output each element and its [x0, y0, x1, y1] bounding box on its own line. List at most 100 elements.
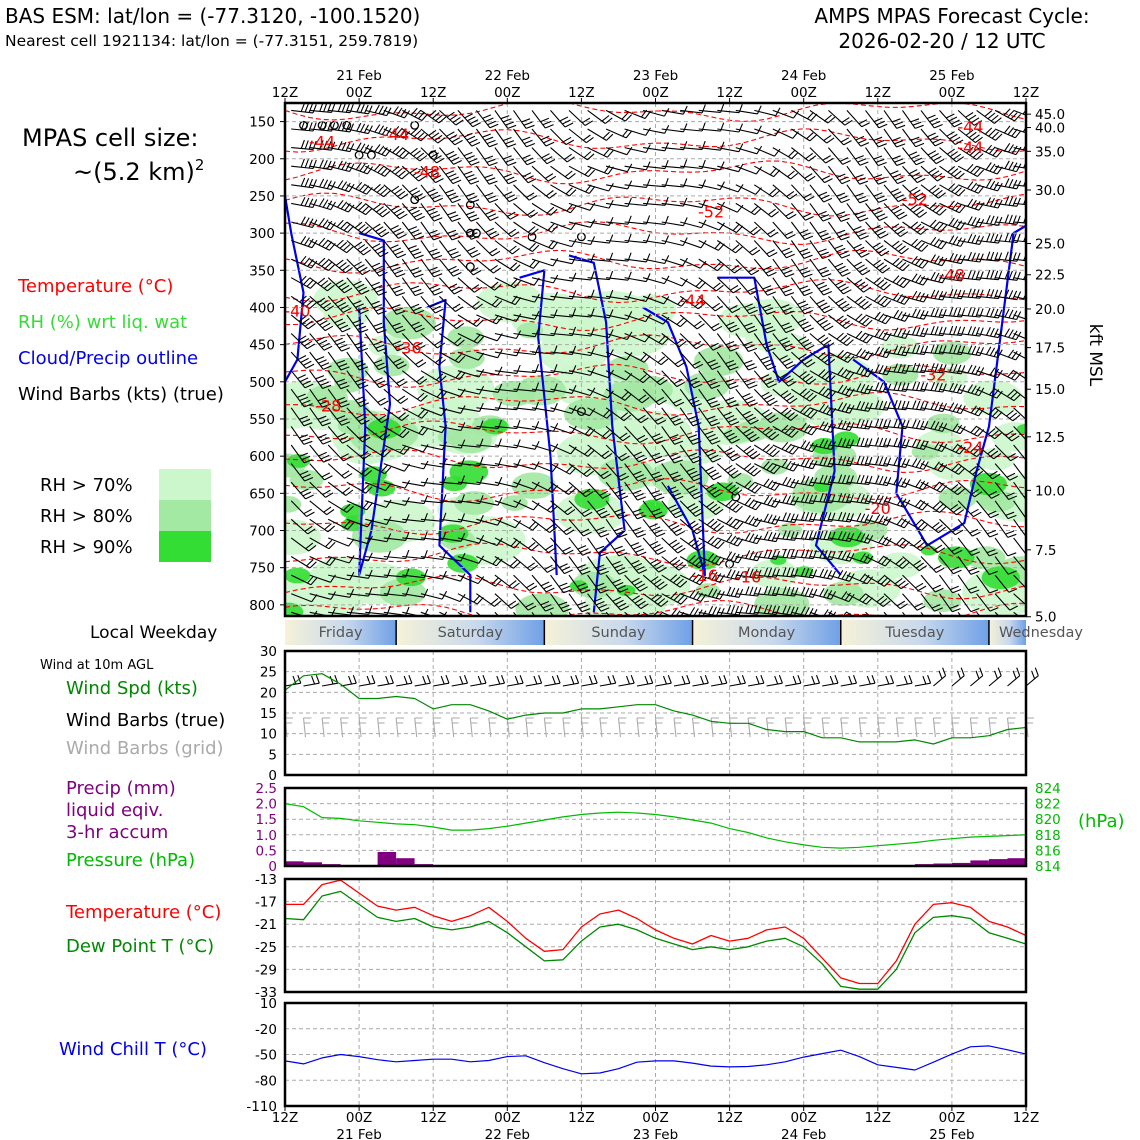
upper-wind-barb — [309, 277, 335, 292]
rh-shade-1 — [757, 412, 809, 443]
temperature-contour-labels: -44 -44 -44-44-48-52-52-48-44-40-36-32-28-… — [284, 118, 983, 587]
swatch-rh90 — [159, 531, 211, 562]
upper-wind-barb — [809, 369, 836, 383]
upper-wind-barb — [383, 333, 406, 352]
upper-wind-barb — [920, 165, 946, 182]
upper-wind-barb — [939, 518, 964, 536]
upper-wind-barb — [902, 381, 929, 392]
upper-wind-barb — [365, 104, 392, 117]
upper-wind-barb — [494, 556, 521, 569]
upper-wind-barb — [791, 586, 818, 598]
upper-wind-barb — [605, 500, 628, 520]
true-wind-barb — [433, 675, 450, 687]
upper-wind-barb — [865, 593, 891, 608]
upper-wind-barb — [327, 199, 355, 213]
upper-wind-barb — [643, 235, 670, 245]
upper-wind-barb — [642, 537, 666, 555]
upper-wind-barb — [828, 493, 854, 504]
upper-wind-barb — [902, 556, 928, 572]
upper-wind-barb — [606, 291, 632, 301]
upper-wind-barb — [939, 481, 965, 496]
upper-wind-barb — [716, 295, 741, 314]
upper-wind-barb — [753, 370, 777, 388]
upper-wind-barb — [846, 573, 874, 585]
upper-wind-barb — [883, 165, 906, 185]
upper-wind-barb — [1013, 407, 1026, 421]
upper-wind-barb — [550, 110, 574, 128]
upper-wind-barb — [457, 240, 481, 258]
upper-wind-barb — [290, 314, 316, 330]
upper-wind-barb — [494, 479, 522, 488]
top-hour-label: 00Z — [642, 85, 668, 101]
upper-wind-barb — [846, 295, 872, 310]
true-wind-barb — [414, 675, 431, 687]
upper-wind-barb — [939, 463, 966, 475]
isotherm-line — [285, 128, 1026, 153]
upper-wind-barb — [735, 514, 763, 528]
upper-wind-barb — [383, 295, 406, 315]
upper-wind-barb — [401, 240, 424, 259]
weekday-strip: Friday Saturday Sunday Monday Tuesday Wednesd… — [285, 620, 1083, 645]
upper-wind-barb — [1013, 214, 1026, 224]
upper-wind-barb — [939, 574, 962, 594]
upper-wind-barb — [420, 203, 443, 222]
pressure-unit-label: (hPa) — [1078, 811, 1125, 832]
upper-wind-barb — [976, 215, 1003, 226]
upper-wind-barb — [401, 277, 424, 297]
upper-wind-barb — [346, 277, 370, 295]
upper-wind-barb — [550, 574, 573, 594]
cell-size-line1: MPAS cell size: — [22, 124, 198, 152]
cloud-outline — [285, 195, 305, 383]
rh-shade-1 — [448, 347, 485, 369]
temperature-panel-frame — [283, 877, 1028, 994]
upper-wind-barb — [291, 158, 317, 170]
upper-wind-barb — [809, 333, 835, 349]
upper-wind-barb — [475, 221, 500, 239]
upper-wind-barb — [735, 426, 760, 443]
upper-wind-barb — [809, 109, 836, 124]
upper-wind-barb — [605, 128, 633, 139]
upper-wind-barb — [1013, 109, 1026, 116]
upper-wind-barb — [958, 288, 984, 299]
upper-wind-barb — [568, 347, 596, 357]
upper-wind-barb — [994, 308, 1022, 321]
upper-wind-barb — [735, 532, 762, 545]
upper-wind-barb — [939, 593, 961, 613]
panel-y-label: 10 — [260, 996, 277, 1012]
upper-wind-barb — [994, 407, 1021, 422]
upper-wind-barb — [772, 277, 795, 297]
upper-wind-barb — [364, 258, 388, 277]
upper-wind-barb — [438, 221, 461, 241]
upper-wind-barb — [846, 313, 873, 327]
upper-wind-barb — [383, 184, 409, 200]
upper-wind-barb — [587, 556, 609, 576]
upper-wind-barb — [1013, 426, 1026, 441]
upper-wind-barb — [568, 109, 594, 126]
upper-wind-barb — [402, 460, 429, 470]
upper-wind-barb — [587, 574, 609, 594]
grid-wind-barb — [821, 717, 831, 738]
panel-y-label: 30 — [260, 644, 277, 660]
upper-wind-barb — [327, 219, 355, 233]
true-wind-barb — [396, 675, 413, 687]
upper-wind-barb — [791, 511, 817, 523]
upper-wind-barb — [698, 258, 725, 272]
upper-wind-barb — [439, 388, 466, 397]
upper-wind-barb — [327, 388, 350, 408]
upper-wind-barb — [920, 344, 947, 355]
temperature-label: -44 — [957, 138, 983, 157]
upper-wind-barb — [624, 574, 648, 592]
upper-wind-barb — [364, 202, 391, 218]
upper-wind-barb — [791, 165, 816, 182]
upper-wind-barb — [309, 237, 336, 251]
upper-wind-barb — [309, 121, 336, 132]
upper-wind-barb — [531, 110, 554, 129]
upper-wind-barb — [957, 556, 980, 575]
true-wind-barb — [470, 675, 487, 687]
upper-wind-barb — [327, 258, 353, 274]
bottom-date-label: 25 Feb — [929, 1127, 974, 1140]
upper-wind-barb — [865, 555, 892, 567]
upper-wind-barb — [568, 537, 592, 556]
upper-wind-barb — [457, 295, 483, 310]
upper-wind-barb — [902, 202, 928, 218]
